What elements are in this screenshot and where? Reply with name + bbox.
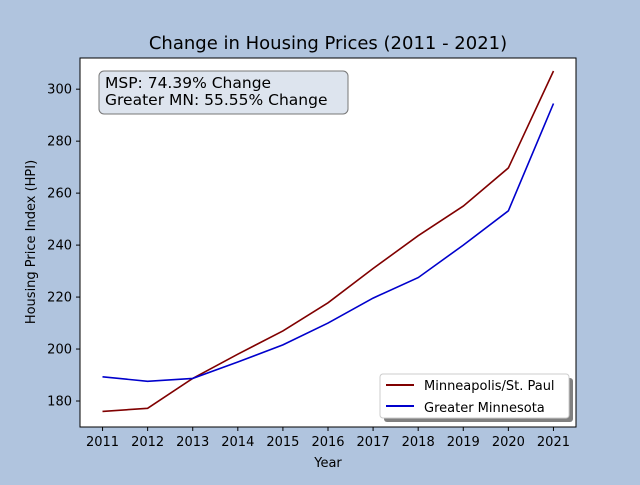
legend-label-msp: Minneapolis/St. Paul: [424, 379, 555, 394]
x-tick-label: 2017: [357, 435, 390, 450]
y-tick-label: 280: [47, 135, 72, 150]
series-line-msp: [102, 70, 555, 413]
x-tick-label: 2020: [492, 435, 525, 450]
y-tick-label: 260: [47, 187, 72, 202]
plot-area: [80, 58, 576, 427]
series-lines: [102, 70, 555, 413]
series-line-greater-mn: [102, 103, 555, 383]
x-tick-label: 2021: [537, 435, 570, 450]
legend-box: [379, 373, 570, 419]
annotation-line-msp: MSP: 74.39% Change: [105, 74, 271, 92]
chart-title: Change in Housing Prices (2011 - 2021): [149, 33, 507, 54]
x-axis-label: Year: [313, 456, 342, 471]
plot-frame: [79, 57, 577, 428]
x-tick-label: 2015: [266, 435, 299, 450]
axis-ticks: 2011 2012 2013 2014 2015 2016 2017 2018 2019 2020…: [47, 83, 570, 450]
annotation-line-greater-mn: Greater MN: 55.55% Change: [105, 91, 327, 109]
annotation-box: MSP: 74.39% Change Greater MN: 55.55% Ch…: [98, 70, 349, 115]
x-tick-label: 2012: [131, 435, 164, 450]
y-tick-label: 240: [47, 239, 72, 254]
annotation-background: [98, 70, 349, 115]
y-tick-label: 220: [47, 291, 72, 306]
legend: Minneapolis/St. Paul Greater Minnesota: [379, 373, 573, 422]
y-tick-label: 180: [47, 395, 72, 410]
x-tick-label: 2019: [447, 435, 480, 450]
legend-label-greater-mn: Greater Minnesota: [424, 401, 545, 416]
y-axis-label: Housing Price Index (HPI): [24, 160, 39, 324]
x-tick-label: 2011: [86, 435, 119, 450]
x-tick-label: 2014: [221, 435, 254, 450]
x-tick-label: 2016: [311, 435, 344, 450]
y-tick-label: 300: [47, 83, 72, 98]
x-tick-label: 2018: [402, 435, 435, 450]
y-tick-label: 200: [47, 343, 72, 358]
x-tick-label: 2013: [176, 435, 209, 450]
